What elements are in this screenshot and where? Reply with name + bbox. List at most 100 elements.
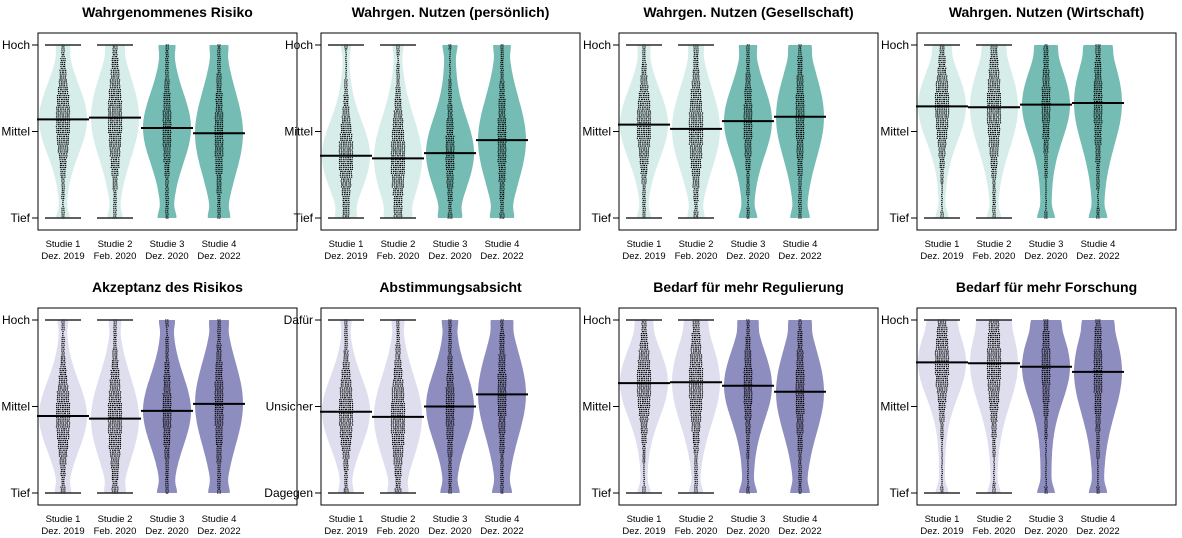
data-point: [994, 197, 996, 200]
data-point: [396, 147, 398, 149]
data-point: [645, 126, 648, 128]
data-point: [115, 100, 117, 102]
data-point: [116, 54, 118, 56]
data-point: [115, 120, 117, 122]
data-point: [449, 50, 451, 52]
data-point: [338, 159, 341, 161]
data-point: [346, 135, 349, 137]
data-point: [939, 157, 941, 159]
data-point: [499, 87, 501, 89]
data-point: [112, 164, 114, 167]
data-point: [446, 155, 448, 157]
data-point: [795, 131, 798, 134]
data-point: [216, 116, 218, 118]
data-point: [695, 149, 697, 151]
data-point: [449, 217, 451, 219]
data-point: [502, 207, 504, 209]
data-point: [217, 110, 219, 112]
data-point: [693, 83, 696, 85]
data-point: [448, 120, 450, 122]
data-point: [700, 96, 702, 99]
data-point: [499, 194, 501, 196]
data-point: [942, 116, 944, 118]
data-point: [645, 73, 647, 75]
data-point: [642, 184, 644, 186]
data-point: [746, 186, 748, 188]
data-point: [689, 110, 692, 112]
data-point: [691, 110, 693, 112]
data-point: [399, 213, 401, 215]
data-point: [393, 178, 396, 180]
data-point: [745, 77, 747, 79]
data-point: [111, 63, 113, 66]
data-point: [216, 186, 219, 188]
data-point: [64, 91, 67, 93]
data-point: [936, 108, 939, 110]
data-point: [748, 141, 750, 143]
data-point: [994, 139, 996, 141]
data-point: [750, 151, 752, 153]
data-point: [399, 133, 401, 136]
data-point: [340, 157, 342, 159]
data-point: [447, 217, 449, 219]
data-point: [695, 87, 697, 89]
data-point: [117, 153, 119, 155]
data-point: [691, 104, 693, 106]
data-point: [390, 172, 393, 174]
data-point: [642, 207, 644, 209]
data-point: [398, 174, 401, 176]
data-point: [113, 67, 115, 69]
data-point: [169, 143, 171, 145]
data-point: [936, 98, 938, 101]
data-point: [167, 203, 169, 205]
data-point: [501, 93, 503, 95]
data-point: [219, 87, 222, 89]
x-tick-label-line2: Dez. 2020: [145, 251, 188, 262]
data-point: [700, 151, 702, 153]
data-point: [58, 100, 60, 102]
data-point: [639, 145, 641, 147]
data-point: [393, 166, 395, 169]
data-point: [115, 127, 117, 130]
data-point: [697, 172, 699, 174]
data-point: [65, 124, 67, 126]
x-tick-label-line2: Dez. 2019: [622, 251, 665, 262]
data-point: [115, 180, 118, 182]
data-point: [639, 122, 641, 124]
data-point: [934, 102, 937, 104]
data-point: [501, 83, 503, 85]
data-point: [401, 155, 404, 157]
data-point: [347, 133, 349, 136]
data-point: [498, 108, 501, 110]
data-point: [113, 197, 115, 200]
data-point: [219, 93, 221, 95]
data-point: [107, 122, 110, 124]
data-point: [942, 153, 944, 155]
data-point: [748, 151, 750, 153]
data-point: [217, 65, 219, 67]
data-point: [691, 153, 694, 155]
data-point: [504, 135, 507, 137]
data-point: [945, 93, 947, 95]
data-point: [502, 69, 504, 71]
points-study-3: [743, 44, 753, 219]
data-point: [642, 213, 644, 215]
data-point: [500, 48, 502, 50]
data-point: [504, 120, 506, 122]
data-point: [801, 162, 803, 165]
data-point: [694, 122, 696, 124]
data-point: [796, 153, 799, 155]
data-point: [392, 162, 394, 165]
data-point: [351, 157, 353, 159]
data-point: [396, 73, 398, 75]
data-point: [499, 186, 501, 188]
data-point: [116, 91, 118, 93]
data-point: [218, 127, 220, 130]
data-point: [640, 149, 642, 151]
data-point: [643, 157, 645, 159]
data-point: [992, 205, 994, 207]
data-point: [108, 131, 110, 134]
data-point: [941, 73, 943, 75]
data-point: [698, 118, 700, 120]
data-point: [401, 215, 403, 217]
